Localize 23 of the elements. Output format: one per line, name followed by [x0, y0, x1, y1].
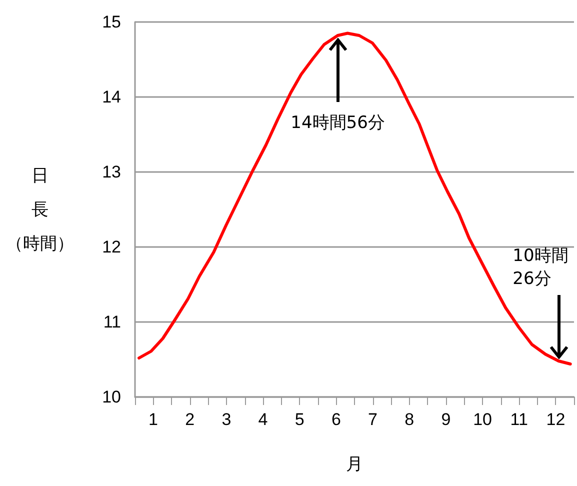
- x-tick-label: 3: [222, 410, 232, 429]
- y-tick-label: 12: [102, 238, 121, 256]
- x-tick-label: 11: [510, 410, 528, 429]
- y-axis-title: 日長（時間）: [6, 166, 74, 253]
- line-series: [138, 32, 572, 366]
- x-tick-label: 1: [148, 410, 158, 429]
- x-tick-label: 4: [258, 410, 268, 429]
- x-tick-label: 5: [294, 410, 304, 429]
- y-tick-label: 13: [102, 162, 121, 182]
- x-tick-label: 10: [473, 410, 492, 429]
- annotation: 14時間56分: [290, 112, 385, 134]
- y-tick-label: 11: [103, 312, 121, 332]
- y-tick-label: 15: [102, 12, 121, 32]
- y-tick-label: 14: [102, 88, 121, 106]
- x-tick-label: 2: [185, 410, 195, 429]
- x-tick-label: 7: [368, 410, 378, 429]
- x-tick-label: 6: [331, 410, 341, 429]
- x-tick-label: 9: [441, 410, 451, 429]
- y-tick-label: 10: [102, 388, 121, 406]
- x-tick-label: 12: [546, 410, 566, 429]
- x-tick-label: 8: [404, 410, 414, 429]
- annotation: 10時間 26分: [512, 245, 568, 291]
- x-axis-title: 月: [346, 454, 363, 474]
